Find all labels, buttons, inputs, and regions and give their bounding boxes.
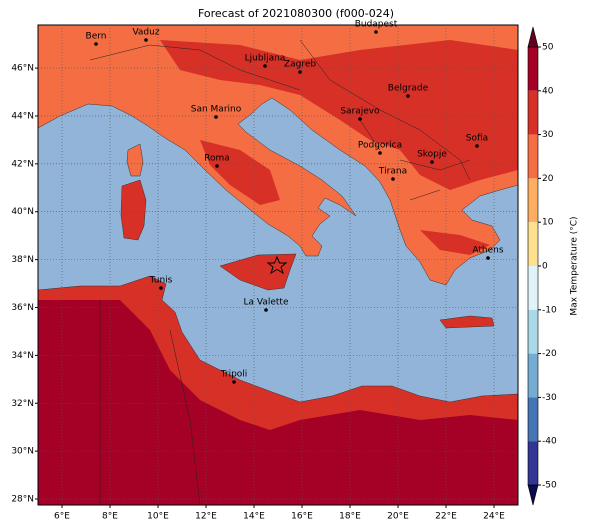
city-dot — [406, 94, 410, 98]
city-dot — [391, 177, 395, 181]
colorbar-label: Max Temperature (°C) — [570, 216, 580, 315]
city-dot — [214, 115, 218, 119]
city-label: Athens — [472, 246, 503, 256]
colorbar-tick-label: -50 — [542, 481, 557, 491]
colorbar-tick-label: -40 — [542, 437, 557, 447]
colorbar-band — [528, 178, 538, 223]
city-label: Skopje — [417, 150, 447, 160]
colorbar-band — [528, 353, 538, 398]
x-tick-label: 6°E — [54, 512, 70, 522]
x-tick-label: 24°E — [483, 512, 505, 522]
city-label: Ljubljana — [245, 54, 286, 64]
x-tick-label: 18°E — [339, 512, 361, 522]
city-dot — [215, 164, 219, 168]
city-dot — [144, 38, 148, 42]
colorbar-tick-label: 20 — [542, 174, 554, 184]
colorbar-tick-label: 0 — [542, 262, 548, 272]
colorbar-band — [528, 134, 538, 179]
city-dot — [475, 144, 479, 148]
land-europe-hot — [160, 40, 518, 255]
city-label: Roma — [204, 154, 230, 164]
city-label: Sarajevo — [340, 107, 380, 117]
city-label: Tirana — [378, 167, 407, 177]
borders — [89, 39, 471, 505]
land-corsica — [126, 143, 144, 177]
city-dot — [264, 308, 268, 312]
city-label: Vaduz — [132, 28, 159, 38]
star-marker — [266, 255, 288, 275]
y-tick-label: 38°N — [11, 255, 34, 265]
city-dot — [94, 42, 98, 46]
city-label: Budapest — [355, 20, 398, 30]
colorbar-band — [528, 222, 538, 266]
colorbar-tick-label: 30 — [542, 130, 554, 140]
y-tick-label: 42°N — [11, 159, 34, 169]
land-sardinia — [120, 179, 147, 241]
x-tick-label: 14°E — [243, 512, 265, 522]
chart-title: Forecast of 2021080300 (f000-024) — [198, 7, 394, 20]
city-dot — [298, 70, 302, 74]
colorbar-tick-label: 50 — [542, 43, 554, 53]
x-tick-label: 22°E — [435, 512, 457, 522]
x-tick-label: 20°E — [387, 512, 409, 522]
city-dot — [378, 151, 382, 155]
city-label: Belgrade — [388, 84, 429, 94]
city-dot — [358, 117, 362, 121]
x-tick-label: 10°E — [147, 512, 169, 522]
city-label: La Valette — [244, 298, 289, 308]
city-label: Bern — [86, 32, 107, 42]
colorbar-extend-bottom — [527, 484, 539, 506]
y-tick-label: 40°N — [11, 207, 34, 217]
colorbar-tick-label: 10 — [542, 218, 554, 228]
colorbar-tick-label: -10 — [542, 305, 557, 315]
colorbar: 50 40 30 20 10 0 -10 -20 -30 -40 -50 — [527, 26, 557, 506]
city-dot — [374, 30, 378, 34]
y-tick-label: 46°N — [11, 64, 34, 74]
city-label: Tunis — [149, 276, 173, 286]
land-africa-hot — [38, 300, 518, 505]
y-tick-label: 44°N — [11, 111, 34, 121]
y-tick-label: 28°N — [11, 495, 34, 505]
y-tick-label: 30°N — [11, 447, 34, 457]
colorbar-band — [528, 47, 538, 91]
city-label: Sofia — [466, 134, 488, 144]
city-dot — [159, 286, 163, 290]
city-label: San Marino — [191, 105, 242, 115]
y-tick-label: 36°N — [11, 303, 34, 313]
y-tick-label: 34°N — [11, 351, 34, 361]
colorbar-band — [528, 90, 538, 135]
city-label: Zagreb — [284, 60, 316, 70]
colorbar-tick-label: -20 — [542, 349, 557, 359]
colorbar-band — [528, 397, 538, 442]
colorbar-band — [528, 441, 538, 485]
x-tick-label: 16°E — [291, 512, 313, 522]
city-label: Podgorica — [358, 141, 402, 151]
land-crete — [439, 315, 495, 329]
city-dot — [263, 64, 267, 68]
x-tick-label: 12°E — [195, 512, 217, 522]
city-dot — [430, 160, 434, 164]
colorbar-extend-top — [527, 26, 539, 48]
city-label: Tripoli — [220, 370, 248, 380]
y-tick-label: 32°N — [11, 399, 34, 409]
map-frame — [37, 24, 519, 506]
colorbar-tick-label: -30 — [542, 393, 557, 403]
x-tick-label: 8°E — [102, 512, 118, 522]
city-dot — [486, 256, 490, 260]
colorbar-band — [528, 266, 538, 310]
city-dot — [232, 380, 236, 384]
colorbar-tick-label: 40 — [542, 86, 554, 96]
land-sicily — [219, 253, 297, 291]
colorbar-band — [528, 309, 538, 354]
